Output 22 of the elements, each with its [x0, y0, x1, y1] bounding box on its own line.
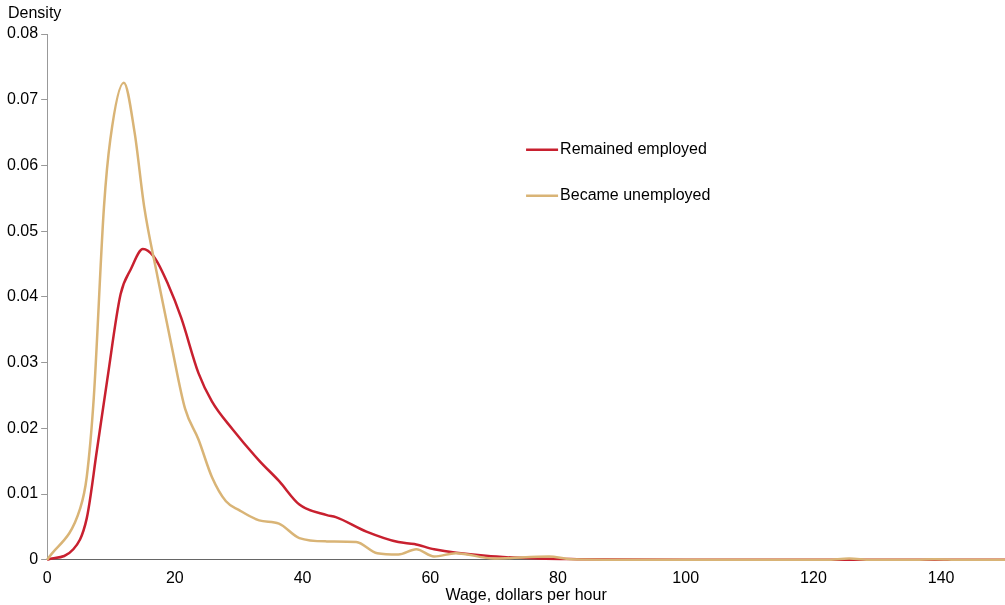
y-tick-label: 0.07: [7, 90, 39, 108]
x-tick-label: 0: [42, 568, 52, 586]
y-tick-label: 0.08: [7, 24, 39, 42]
y-tick-label: 0.05: [7, 221, 39, 239]
y-tick-label: 0.03: [7, 353, 39, 371]
y-tick-label: 0.06: [7, 155, 39, 173]
x-tick-label: 100: [672, 568, 700, 586]
x-tick-label: 40: [293, 568, 312, 586]
y-tick-label: 0: [29, 550, 39, 568]
x-tick-label: 60: [421, 568, 440, 586]
x-tick-label: 120: [800, 568, 827, 586]
x-tick-label: 80: [549, 568, 567, 586]
x-tick-label: 140: [927, 568, 955, 586]
legend-label: Became unemployed: [560, 186, 711, 204]
y-tick-label: 0.01: [7, 484, 39, 502]
line-series: [45, 81, 1005, 562]
legend-label: Remained employed: [560, 140, 707, 158]
x-axis-title: Wage, dollars per hour: [445, 586, 608, 604]
y-axis-title: Density: [8, 4, 62, 22]
y-tick-label: 0.04: [7, 287, 39, 305]
x-tick-label: 20: [165, 568, 184, 586]
y-tick-label: 0.02: [7, 418, 39, 436]
